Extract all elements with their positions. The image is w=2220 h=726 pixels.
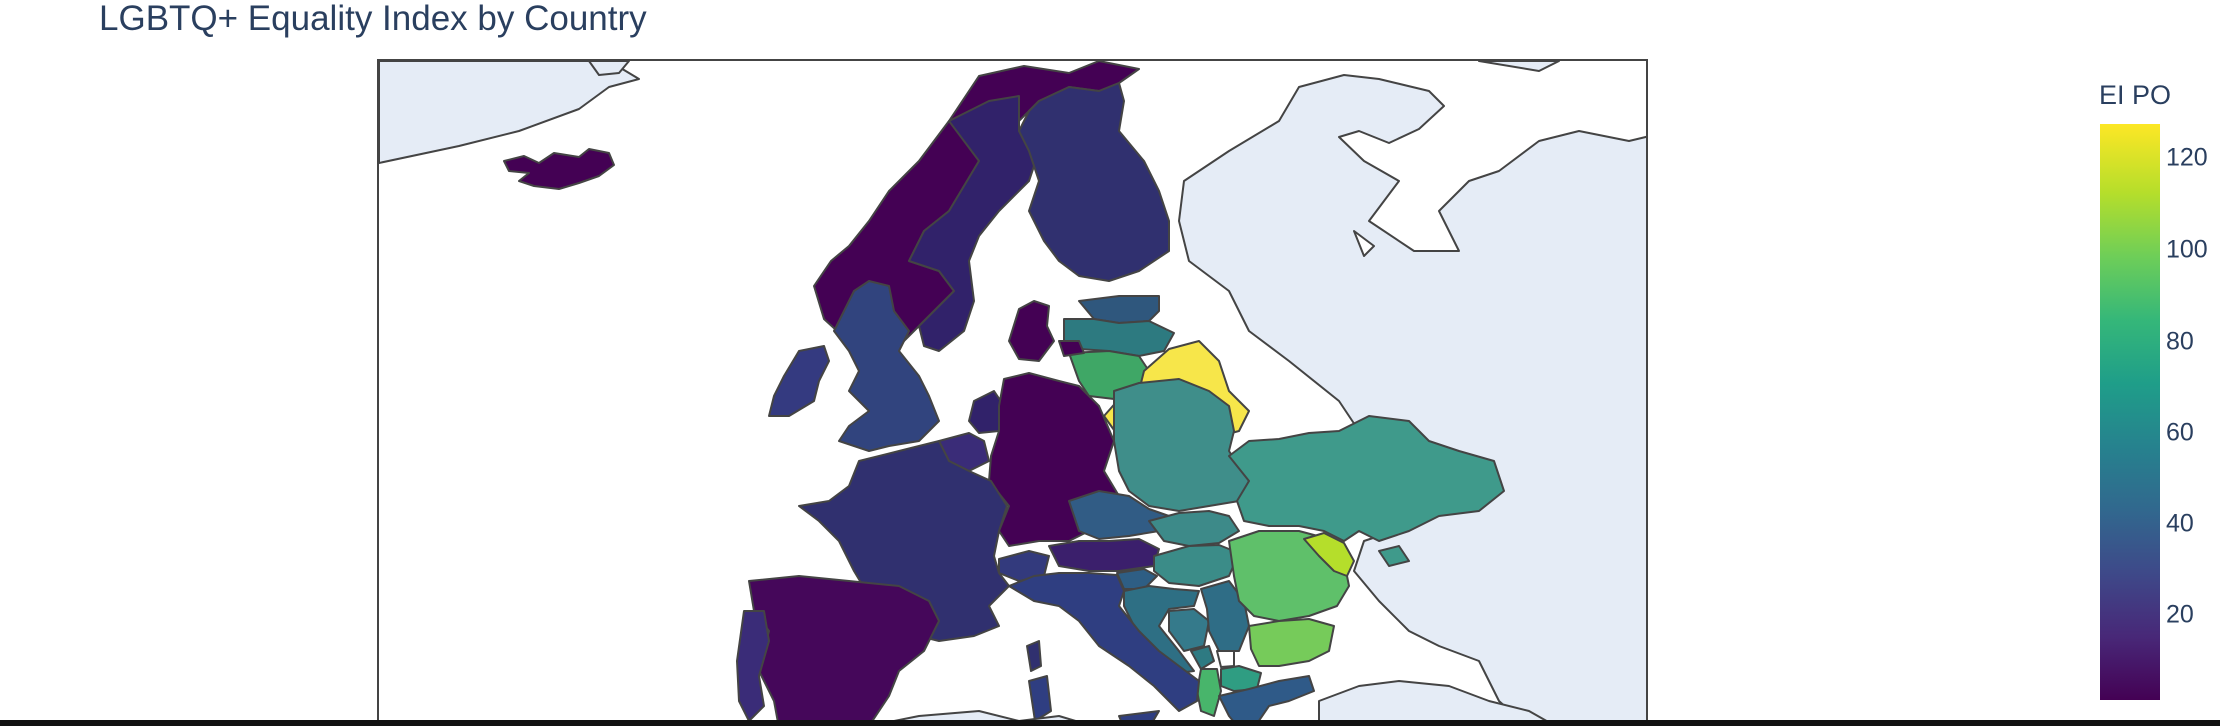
svalbard-land [588,61,630,76]
choropleth-map[interactable] [377,59,1648,726]
novaya-zemlya [1478,61,1560,72]
colorbar-tick-label: 100 [2166,235,2208,264]
country-ukraine [1228,415,1505,542]
colorbar-tick-label: 20 [2166,600,2194,629]
country-moldova [1303,532,1355,577]
denmark-islands [1058,340,1085,357]
country-montenegro [1190,645,1215,670]
chart-title: LGBTQ+ Equality Index by Country [99,0,647,38]
russia-land [1178,74,1646,726]
colorbar-title: EI PO [2099,80,2172,110]
country-kosovo [1216,650,1235,668]
country-france [798,440,1010,642]
sardinia [1028,675,1052,722]
country-slovakia [1148,510,1240,547]
colorbar-tick-label: 40 [2166,509,2194,538]
country-albania [1196,668,1222,717]
country-bosnia [1168,608,1210,652]
country-uk [833,280,940,452]
bottom-edge-bar [0,720,2220,726]
colorbar-tick-label: 80 [2166,327,2194,356]
crimea [1378,545,1410,567]
country-italy [1008,572,1200,712]
turkey-land [1318,680,1558,726]
country-ireland [768,345,830,417]
country-portugal [736,610,770,722]
country-austria [1048,538,1160,572]
country-spain [748,575,940,726]
country-serbia [1200,580,1250,652]
country-finland [1018,82,1170,282]
corsica [1026,640,1042,672]
country-hungary [1153,544,1240,587]
colorbar-tick-label: 120 [2166,143,2208,172]
colorbar [2100,124,2160,700]
country-bulgaria [1248,618,1335,667]
country-denmark [1008,300,1055,362]
greenland-land [379,61,640,164]
country-iceland [503,148,615,190]
colorbar-tick-label: 60 [2166,418,2194,447]
white-sea [1353,230,1375,257]
